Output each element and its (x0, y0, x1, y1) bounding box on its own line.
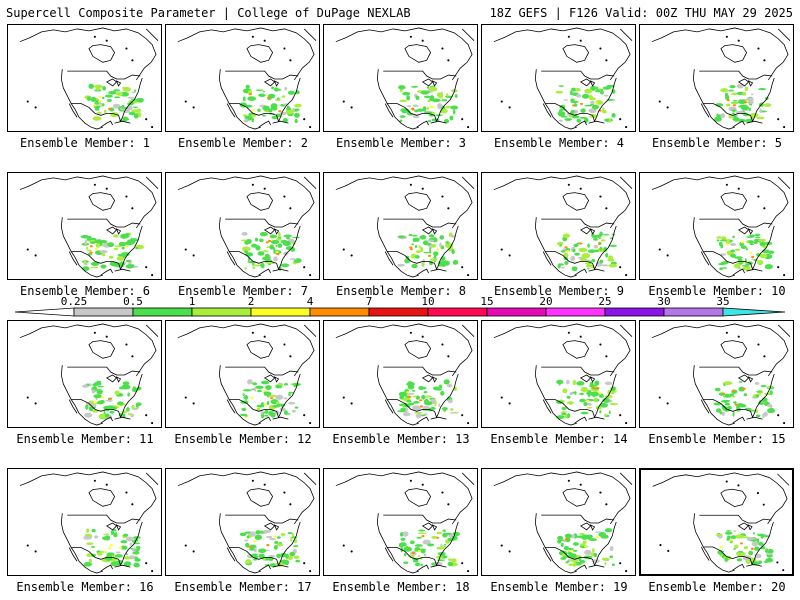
colorbar-legend: 0.25 0.5 1 2 4 7 10 15 20 25 30 35 (14, 295, 786, 317)
scp-map (177, 27, 317, 130)
member-map-panel-11[interactable] (7, 320, 162, 428)
member-map-panel-16[interactable] (7, 468, 162, 576)
member-map-panel-2[interactable] (165, 24, 320, 132)
scp-map (177, 323, 317, 426)
member-map-panel-17[interactable] (165, 468, 320, 576)
scp-map (19, 323, 159, 426)
member-map-panel-13[interactable] (323, 320, 478, 428)
scp-map (19, 471, 159, 574)
member-map-panel-6[interactable] (7, 172, 162, 280)
scp-map (493, 175, 633, 278)
colorbar-tick-label: 20 (539, 295, 552, 308)
figure-title: Supercell Composite Parameter | College … (6, 6, 411, 20)
colorbar-tick-label: 0.5 (123, 295, 143, 308)
member-map-panel-14[interactable] (481, 320, 636, 428)
member-label-19: Ensemble Member: 19 (490, 580, 628, 594)
member-map-panel-12[interactable] (165, 320, 320, 428)
scp-map (493, 471, 633, 574)
colorbar-block-1 (191, 307, 252, 317)
member-label-6: Ensemble Member: 6 (19, 284, 151, 298)
member-label-4: Ensemble Member: 4 (493, 136, 625, 150)
colorbar-block-0.5 (132, 307, 193, 317)
colorbar-tick-label: 7 (366, 295, 373, 308)
colorbar-block-20 (545, 307, 606, 317)
member-map-panel-3[interactable] (323, 24, 478, 132)
colorbar-tick-label: 30 (657, 295, 670, 308)
scp-map (19, 175, 159, 278)
scp-map (335, 175, 475, 278)
member-label-16: Ensemble Member: 16 (16, 580, 154, 594)
member-label-15: Ensemble Member: 15 (648, 432, 786, 446)
member-label-2: Ensemble Member: 2 (177, 136, 309, 150)
member-label-11: Ensemble Member: 11 (16, 432, 154, 446)
member-label-13: Ensemble Member: 13 (332, 432, 470, 446)
member-map-panel-18[interactable] (323, 468, 478, 576)
scp-map (335, 471, 475, 574)
scp-map (335, 27, 475, 130)
scp-map (177, 471, 317, 574)
colorbar-tick-label: 25 (598, 295, 611, 308)
member-map-panel-19[interactable] (481, 468, 636, 576)
member-label-17: Ensemble Member: 17 (174, 580, 312, 594)
colorbar-tick-label: 2 (248, 295, 255, 308)
member-map-panel-1[interactable] (7, 24, 162, 132)
colorbar-block-7 (368, 307, 429, 317)
colorbar-block-10 (427, 307, 488, 317)
colorbar-tick-label: 4 (307, 295, 314, 308)
colorbar-tick-label: 1 (189, 295, 196, 308)
model-run-info: 18Z GEFS | F126 Valid: 00Z THU MAY 29 20… (489, 6, 793, 20)
member-label-18: Ensemble Member: 18 (332, 580, 470, 594)
colorbar-block-15 (486, 307, 547, 317)
colorbar-block-2 (250, 307, 311, 317)
member-label-7: Ensemble Member: 7 (177, 284, 309, 298)
scp-map (335, 323, 475, 426)
member-label-5: Ensemble Member: 5 (651, 136, 783, 150)
member-map-panel-10[interactable] (639, 172, 794, 280)
member-label-1: Ensemble Member: 1 (19, 136, 151, 150)
scp-map (493, 323, 633, 426)
member-map-panel-20[interactable] (639, 468, 794, 576)
colorbar-block-25 (604, 307, 665, 317)
colorbar-block-4 (309, 307, 370, 317)
colorbar-block-30 (663, 307, 724, 317)
colorbar-block-0.25 (73, 307, 134, 317)
colorbar-over-arrow (722, 307, 786, 317)
colorbar-tick-label: 10 (421, 295, 434, 308)
colorbar-under-arrow (14, 307, 75, 317)
member-label-3: Ensemble Member: 3 (335, 136, 467, 150)
colorbar-tick-label: 0.25 (61, 295, 88, 308)
member-map-panel-15[interactable] (639, 320, 794, 428)
scp-map (19, 27, 159, 130)
member-label-8: Ensemble Member: 8 (335, 284, 467, 298)
scp-map (652, 472, 790, 573)
member-label-20: Ensemble Member: 20 (648, 580, 786, 594)
scp-map (651, 323, 791, 426)
member-label-14: Ensemble Member: 14 (490, 432, 628, 446)
member-map-panel-7[interactable] (165, 172, 320, 280)
member-label-12: Ensemble Member: 12 (174, 432, 312, 446)
member-map-panel-5[interactable] (639, 24, 794, 132)
colorbar-tick-label: 15 (480, 295, 493, 308)
scp-map (177, 175, 317, 278)
member-label-9: Ensemble Member: 9 (493, 284, 625, 298)
member-map-panel-8[interactable] (323, 172, 478, 280)
member-map-panel-9[interactable] (481, 172, 636, 280)
member-label-10: Ensemble Member: 10 (648, 284, 786, 298)
scp-map (651, 175, 791, 278)
scp-map (651, 27, 791, 130)
scp-map (493, 27, 633, 130)
member-map-panel-4[interactable] (481, 24, 636, 132)
colorbar-tick-label: 35 (716, 295, 729, 308)
